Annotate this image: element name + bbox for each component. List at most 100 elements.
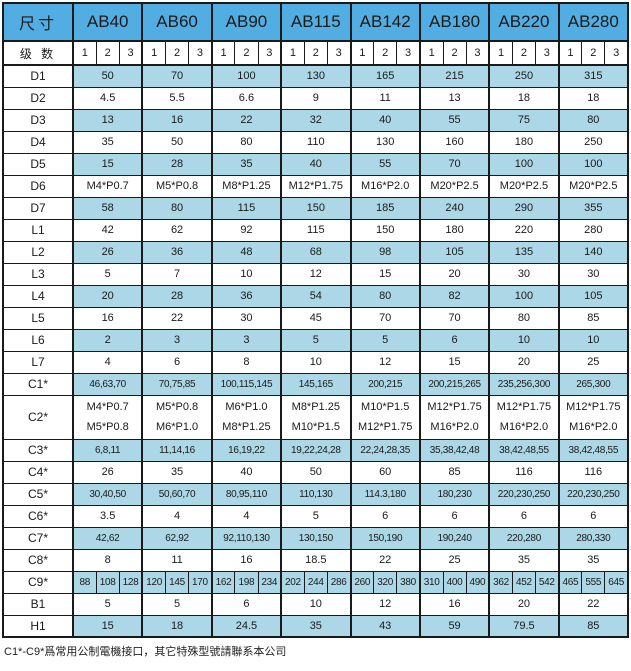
cell-D2-AB220: 18 bbox=[488, 86, 560, 110]
row-label-C2: C2* bbox=[2, 394, 74, 440]
cell-C7-AB40: 42,62 bbox=[71, 526, 143, 550]
cell-L4-AB220: 100 bbox=[488, 284, 560, 308]
footnote: C1*-C9*爲常用公制電機接口，其它特殊型號請聯系本公司 bbox=[4, 646, 287, 658]
row-label-C9: C9* bbox=[2, 570, 74, 594]
row-label-C6: C6* bbox=[2, 504, 74, 528]
stage-cell-AB60-2: 2 bbox=[164, 40, 190, 66]
stage-cell-AB90-3: 3 bbox=[257, 40, 282, 66]
spec-row-D7: D7 58 80 115 150 185 240 290 355 bbox=[2, 196, 629, 220]
cell-L4-AB280: 105 bbox=[557, 284, 629, 308]
cell-H1-AB115: 35 bbox=[280, 614, 352, 638]
cell-C5-AB90: 80,95,110 bbox=[210, 482, 282, 506]
spec-row-C2: C2* M4*P0.7 M5*P0.8 M5*P0.8 M6*P1.0 M6*P1.0 M8… bbox=[2, 394, 629, 440]
cell-C9-AB115-2: 244 bbox=[303, 570, 328, 594]
cell-C5-AB180: 180,230 bbox=[418, 482, 490, 506]
cell-C2-AB280: M12*P1.75 M16*P2.0 bbox=[557, 394, 629, 440]
cell-D6-AB90: M8*P1.25 bbox=[210, 174, 282, 198]
cell-L5-AB180: 70 bbox=[418, 306, 490, 330]
cell-D6-AB280: M20*P2.5 bbox=[557, 174, 629, 198]
row-label-D7: D7 bbox=[2, 196, 74, 220]
spec-row-B1: B1 5 5 6 10 12 16 20 22 bbox=[2, 592, 629, 616]
row-label-C8: C8* bbox=[2, 548, 74, 572]
size-header-AB90: AB90 bbox=[210, 2, 282, 42]
row-label-B1: B1 bbox=[2, 592, 74, 616]
cell-L1-AB180: 180 bbox=[418, 218, 490, 242]
cell-D1-AB280: 315 bbox=[557, 64, 629, 88]
cell-line-2: M10*P1.5 bbox=[291, 421, 340, 433]
cell-C9-AB90-2: 198 bbox=[234, 570, 259, 594]
cell-D7-AB142: 185 bbox=[349, 196, 421, 220]
cell-C1-AB180: 200,215,265 bbox=[418, 372, 490, 396]
size-header-AB180: AB180 bbox=[418, 2, 490, 42]
cell-L4-AB60: 28 bbox=[141, 284, 213, 308]
cell-L4-AB180: 82 bbox=[418, 284, 490, 308]
cell-C5-AB220: 220,230,250 bbox=[488, 482, 560, 506]
spec-row-D6: D6 M4*P0.7 M5*P0.8 M8*P1.25 M12*P1.75 M16*P2.… bbox=[2, 174, 629, 198]
cell-C1-AB90: 100,115,145 bbox=[210, 372, 282, 396]
cell-B1-AB180: 16 bbox=[418, 592, 490, 616]
cell-D4-AB220: 180 bbox=[488, 130, 560, 154]
cell-L3-AB220: 30 bbox=[488, 262, 560, 286]
cell-C6-AB40: 3.5 bbox=[71, 504, 143, 528]
cell-L6-AB280: 10 bbox=[557, 328, 629, 352]
cell-B1-AB115: 10 bbox=[280, 592, 352, 616]
cell-D5-AB220: 100 bbox=[488, 152, 560, 176]
cell-L2-AB280: 140 bbox=[557, 240, 629, 264]
stage-cell-AB280-2: 2 bbox=[581, 40, 606, 66]
cell-L1-AB60: 62 bbox=[141, 218, 213, 242]
cell-D3-AB142: 40 bbox=[349, 108, 421, 132]
cell-B1-AB40: 5 bbox=[71, 592, 143, 616]
cell-D4-AB180: 160 bbox=[418, 130, 490, 154]
cell-C3-AB180: 35,38,42,48 bbox=[418, 438, 490, 462]
cell-L5-AB90: 30 bbox=[210, 306, 282, 330]
cell-C4-AB142: 60 bbox=[349, 460, 421, 484]
cell-C8-AB180: 25 bbox=[418, 548, 490, 572]
cell-line-2: M16*P2.0 bbox=[569, 421, 618, 433]
cell-D1-AB115: 130 bbox=[280, 64, 352, 88]
spec-row-L5: L5 16 22 30 45 70 70 80 85 bbox=[2, 306, 629, 330]
cell-D2-AB115: 9 bbox=[280, 86, 352, 110]
cell-C9-AB60-3: 170 bbox=[188, 570, 213, 594]
cell-D7-AB40: 58 bbox=[71, 196, 143, 220]
cell-D5-AB280: 100 bbox=[557, 152, 629, 176]
cell-D7-AB90: 115 bbox=[210, 196, 282, 220]
stage-cell-AB115-3: 3 bbox=[326, 40, 352, 66]
cell-H1-AB180: 59 bbox=[418, 614, 490, 638]
cell-C9-AB90-3: 234 bbox=[257, 570, 282, 594]
cell-L2-AB60: 36 bbox=[141, 240, 213, 264]
cell-C3-AB220: 38,42,48,55 bbox=[488, 438, 560, 462]
cell-C1-AB280: 265,300 bbox=[557, 372, 629, 396]
cell-line-1: M12*P1.75 bbox=[427, 401, 482, 413]
row-label-L6: L6 bbox=[2, 328, 74, 352]
row-label-L5: L5 bbox=[2, 306, 74, 330]
spec-row-C6: C6* 3.5 4 4 5 6 6 6 6 bbox=[2, 504, 629, 528]
row-label-L1: L1 bbox=[2, 218, 74, 242]
cell-L1-AB142: 150 bbox=[349, 218, 421, 242]
cell-H1-AB280: 85 bbox=[557, 614, 629, 638]
cell-line-1: M12*P1.75 bbox=[566, 401, 621, 413]
cell-C1-AB220: 235,256,300 bbox=[488, 372, 560, 396]
cell-L6-AB60: 3 bbox=[141, 328, 213, 352]
cell-D3-AB220: 75 bbox=[488, 108, 560, 132]
row-label-D3: D3 bbox=[2, 108, 74, 132]
spec-row-L7: L7 4 6 8 10 12 15 20 25 bbox=[2, 350, 629, 374]
cell-line-2: M8*P1.25 bbox=[222, 421, 271, 433]
spec-row-D5: D5 15 28 35 40 55 70 100 100 bbox=[2, 152, 629, 176]
size-header-AB115: AB115 bbox=[280, 2, 352, 42]
cell-line-1: M5*P0.8 bbox=[155, 401, 199, 413]
spec-row-L6: L6 2 3 3 5 5 6 10 10 bbox=[2, 328, 629, 352]
cell-line-2: M16*P2.0 bbox=[430, 421, 479, 433]
cell-H1-AB40: 15 bbox=[71, 614, 143, 638]
spec-row-C9: C9* 88 108 128 120 145 170 162 198 234 202 244 286 26… bbox=[2, 570, 629, 594]
cell-D1-AB142: 165 bbox=[349, 64, 421, 88]
cell-C3-AB40: 6,8,11 bbox=[71, 438, 143, 462]
cell-C6-AB90: 4 bbox=[210, 504, 282, 528]
size-header-AB40: AB40 bbox=[71, 2, 143, 42]
cell-C2-AB40: M4*P0.7 M5*P0.8 bbox=[71, 394, 143, 440]
spec-row-C1: C1* 46,63,70 70,75,85 100,115,145 145,165 200… bbox=[2, 372, 629, 396]
cell-C6-AB280: 6 bbox=[557, 504, 629, 528]
cell-L1-AB40: 42 bbox=[71, 218, 143, 242]
cell-line-1: M4*P0.7 bbox=[86, 401, 129, 413]
cell-D5-AB142: 55 bbox=[349, 152, 421, 176]
stage-cell-AB280-3: 3 bbox=[604, 40, 629, 66]
